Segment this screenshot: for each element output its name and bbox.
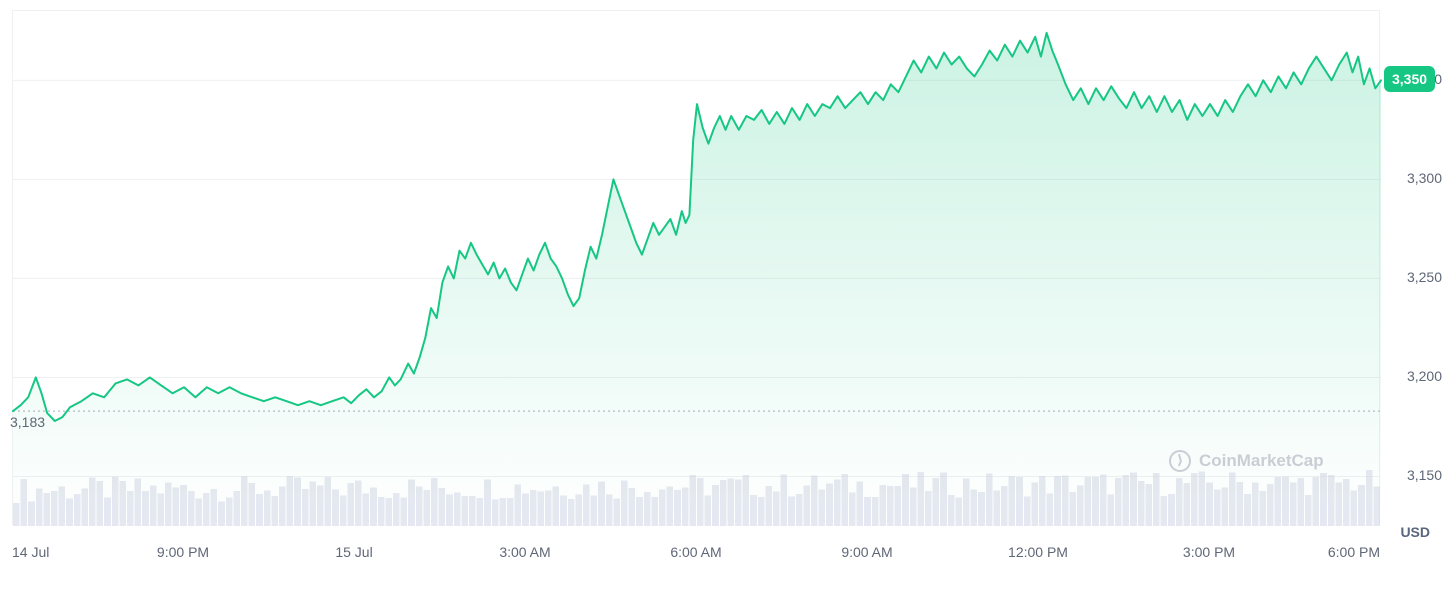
watermark: CoinMarketCap	[1169, 450, 1324, 472]
y-tick-label: 3,250	[1407, 269, 1442, 285]
x-tick-label: 12:00 PM	[1008, 544, 1068, 560]
y-tick-label: 3,200	[1407, 368, 1442, 384]
x-tick-label: 15 Jul	[335, 544, 372, 560]
watermark-text: CoinMarketCap	[1199, 451, 1324, 471]
plot-area[interactable]: CoinMarketCap	[12, 10, 1380, 525]
x-tick-label: 6:00 AM	[670, 544, 721, 560]
currency-label: USD	[1400, 524, 1430, 540]
start-price-label: 3,183	[10, 414, 45, 430]
coinmarketcap-logo-icon	[1169, 450, 1191, 472]
x-tick-label: 9:00 AM	[841, 544, 892, 560]
y-tick-label: 3,150	[1407, 467, 1442, 483]
x-tick-label: 9:00 PM	[157, 544, 209, 560]
y-tick-label: 3,300	[1407, 170, 1442, 186]
price-chart[interactable]: CoinMarketCap 3,1503,2003,2503,3003,350 …	[0, 0, 1448, 590]
x-tick-label: 14 Jul	[12, 544, 49, 560]
x-axis: 14 Jul 9:00 PM 15 Jul 3:00 AM 6:00 AM 9:00 AM…	[12, 530, 1380, 570]
current-price-badge: 3,350	[1384, 66, 1435, 92]
x-tick-label: 3:00 AM	[499, 544, 550, 560]
x-tick-label: 6:00 PM	[1328, 544, 1380, 560]
x-tick-label: 3:00 PM	[1183, 544, 1235, 560]
